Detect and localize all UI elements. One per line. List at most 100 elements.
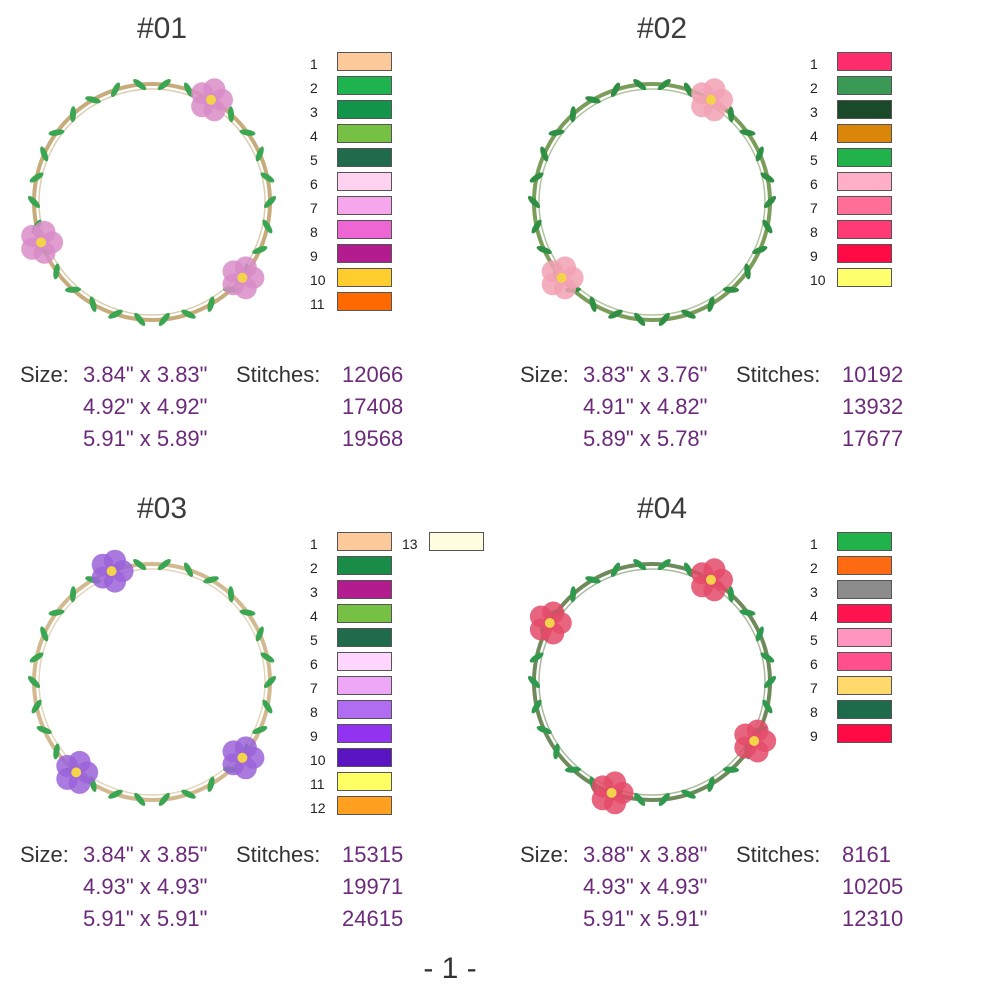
flower-petal-icon	[203, 78, 226, 101]
palette-swatch-row: 11	[310, 772, 400, 792]
design-title: #04	[636, 492, 688, 525]
stitches-label: Stitches:	[736, 362, 821, 387]
palette-swatch-row: 12	[310, 796, 400, 816]
swatch-number: 7	[810, 680, 818, 696]
palette-swatch-row: 8	[310, 220, 400, 240]
swatch-color-box	[837, 268, 892, 287]
palette-swatch-row: 13	[402, 532, 492, 552]
wreath-embroidery-image[interactable]	[10, 540, 295, 825]
leaf-icon	[681, 789, 696, 799]
size-value: 4.93" x 4.93"	[583, 874, 708, 899]
wreath-twig	[538, 568, 766, 796]
swatch-number: 4	[810, 128, 818, 144]
leaf-icon	[260, 172, 275, 183]
swatch-number: 6	[810, 176, 818, 192]
stitches-label: Stitches:	[236, 842, 321, 867]
size-label: Size:	[520, 362, 569, 387]
leaf-icon	[763, 675, 777, 689]
leaf-icon	[536, 245, 552, 255]
wreath-embroidery-image[interactable]	[10, 60, 295, 345]
leaf-icon	[657, 559, 671, 571]
swatch-number: 8	[810, 704, 818, 720]
size-value: 4.93" x 4.93"	[83, 874, 208, 899]
leaf-icon	[48, 609, 65, 616]
leaf-icon	[53, 743, 60, 760]
leaf-icon	[585, 96, 601, 104]
stitches-value: 19568	[342, 426, 404, 451]
palette-swatch-row: 3	[310, 580, 400, 600]
flower-center-icon	[556, 272, 567, 283]
leaf-icon	[707, 776, 715, 792]
swatch-color-box	[837, 148, 892, 167]
leaf-icon	[548, 129, 565, 136]
swatch-color-box	[837, 76, 892, 95]
palette-swatch-row: 2	[810, 76, 900, 96]
leaf-icon	[133, 79, 147, 91]
swatch-number: 5	[810, 152, 818, 168]
palette-swatch-row: 5	[310, 628, 400, 648]
swatch-number: 12	[310, 800, 326, 816]
leaf-icon	[262, 699, 273, 714]
leaf-icon	[762, 219, 773, 234]
stitches-value: 12066	[342, 362, 404, 387]
swatch-color-box	[337, 196, 392, 215]
size-value: 5.91" x 5.91"	[83, 906, 208, 931]
flower-center-icon	[237, 272, 248, 283]
specs: Size: 3.84" x 3.85" 4.93" x 4.93" 5.91" …	[20, 842, 490, 942]
leaf-icon	[553, 743, 560, 760]
leaf-icon	[681, 309, 696, 319]
swatch-color-box	[337, 292, 392, 311]
swatch-color-box	[337, 268, 392, 287]
leaf-icon	[760, 652, 775, 663]
leaf-icon	[252, 245, 268, 255]
swatch-color-box	[337, 772, 392, 791]
stitches-value: 17677	[842, 426, 904, 451]
swatch-number: 7	[310, 680, 318, 696]
leaf-icon	[633, 559, 647, 571]
swatch-color-box	[337, 100, 392, 119]
flower-petal-icon	[68, 750, 91, 773]
leaf-icon	[633, 79, 647, 91]
leaf-icon	[683, 82, 694, 98]
swatch-number: 3	[310, 104, 318, 120]
size-value: 3.84" x 3.85"	[83, 842, 208, 867]
leaf-icon	[183, 562, 194, 578]
leaf-icon	[40, 626, 49, 642]
palette-swatch-row: 10	[810, 268, 900, 288]
palette-swatch-row: 9	[310, 724, 400, 744]
stitches-value: 24615	[342, 906, 404, 931]
palette-swatch-row: 4	[810, 124, 900, 144]
swatch-color-box	[337, 52, 392, 71]
palette-swatch-row: 7	[810, 676, 900, 696]
leaf-icon	[133, 559, 147, 571]
swatch-color-box	[337, 652, 392, 671]
leaf-icon	[158, 312, 170, 326]
palette-swatch-row: 9	[310, 244, 400, 264]
leaf-icon	[227, 586, 235, 603]
swatch-number: 5	[310, 632, 318, 648]
swatch-number: 5	[810, 632, 818, 648]
swatch-color-box	[337, 148, 392, 167]
size-label: Size:	[20, 842, 69, 867]
swatch-number: 9	[310, 728, 318, 744]
stitches-label: Stitches:	[236, 362, 321, 387]
swatch-color-box	[337, 220, 392, 239]
wreath-embroidery-image[interactable]	[510, 60, 795, 345]
leaf-icon	[262, 219, 273, 234]
swatch-number: 4	[810, 608, 818, 624]
palette-swatch-row: 1	[810, 532, 900, 552]
palette-swatch-row: 6	[310, 652, 400, 672]
leaf-icon	[108, 309, 123, 319]
leaf-icon	[89, 296, 97, 312]
stitches-value: 12310	[842, 906, 904, 931]
palette-swatch-row: 8	[810, 700, 900, 720]
wreath-embroidery-image[interactable]	[510, 540, 795, 825]
leaf-icon	[707, 296, 715, 312]
leaf-icon	[239, 609, 256, 616]
stitches-value: 10205	[842, 874, 904, 899]
stitches-value: 10192	[842, 362, 904, 387]
size-value: 5.89" x 5.78"	[583, 426, 708, 451]
specs: Size: 3.83" x 3.76" 4.91" x 4.82" 5.89" …	[520, 362, 990, 462]
size-value: 3.83" x 3.76"	[583, 362, 708, 387]
flower-petal-icon	[542, 601, 565, 624]
